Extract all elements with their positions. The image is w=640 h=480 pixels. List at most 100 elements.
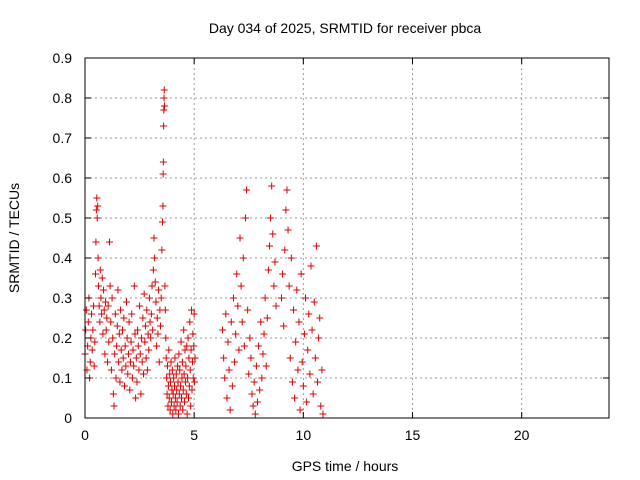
data-point <box>172 406 180 414</box>
data-point <box>119 354 127 362</box>
x-tick-label: 20 <box>514 427 530 443</box>
data-point <box>138 358 146 366</box>
data-point <box>224 338 232 346</box>
data-point <box>100 306 108 314</box>
data-point <box>191 378 199 386</box>
data-point <box>284 226 292 234</box>
data-point <box>132 354 140 362</box>
data-point <box>176 366 184 374</box>
data-point <box>92 206 100 214</box>
data-point <box>127 338 135 346</box>
data-point <box>171 394 179 402</box>
data-point <box>146 318 154 326</box>
data-point <box>143 366 151 374</box>
data-point <box>149 266 157 274</box>
data-point <box>182 362 190 370</box>
data-point <box>189 374 197 382</box>
data-point <box>179 386 187 394</box>
data-point <box>105 338 113 346</box>
data-point <box>258 374 266 382</box>
data-point <box>298 358 306 366</box>
data-point <box>188 386 196 394</box>
data-point <box>165 346 173 354</box>
data-point <box>125 318 133 326</box>
data-point <box>140 370 148 378</box>
data-point <box>164 362 172 370</box>
data-point <box>299 382 307 390</box>
data-point <box>155 286 163 294</box>
data-point <box>117 306 125 314</box>
data-point <box>269 230 277 238</box>
data-point <box>229 294 237 302</box>
data-point <box>236 234 244 242</box>
data-point <box>150 234 158 242</box>
data-point <box>140 290 148 298</box>
data-point <box>109 390 117 398</box>
data-point <box>119 326 127 334</box>
chart-title: Day 034 of 2025, SRMTID for receiver pbc… <box>209 20 482 36</box>
data-point <box>104 302 112 310</box>
data-point <box>166 370 174 378</box>
data-point <box>187 402 195 410</box>
data-point <box>135 366 143 374</box>
y-tick-label: 0.5 <box>53 210 73 226</box>
data-point <box>91 270 99 278</box>
data-point <box>153 342 161 350</box>
data-point <box>136 350 144 358</box>
data-point <box>164 382 172 390</box>
data-point <box>186 318 194 326</box>
data-point <box>294 366 302 374</box>
data-point <box>116 378 124 386</box>
data-point <box>167 358 175 366</box>
data-point <box>188 358 196 366</box>
data-point <box>82 306 90 314</box>
data-point <box>295 318 303 326</box>
data-point <box>227 318 235 326</box>
data-point <box>189 330 197 338</box>
data-point <box>296 406 304 414</box>
data-point <box>183 342 191 350</box>
data-point <box>175 390 183 398</box>
data-point <box>130 362 138 370</box>
data-point <box>122 298 130 306</box>
data-point <box>174 378 182 386</box>
data-point <box>160 102 168 110</box>
data-point <box>107 366 115 374</box>
y-tick-label: 0.4 <box>53 250 73 266</box>
data-point <box>188 306 196 314</box>
data-point <box>187 346 195 354</box>
data-point <box>132 394 140 402</box>
data-point <box>314 378 322 386</box>
data-point <box>234 302 242 310</box>
data-point <box>316 314 324 322</box>
data-point <box>93 214 101 222</box>
data-point <box>174 362 182 370</box>
data-point <box>124 350 132 358</box>
data-point <box>134 326 142 334</box>
data-point <box>107 318 115 326</box>
data-point <box>286 354 294 362</box>
data-point <box>308 326 316 334</box>
data-point <box>249 402 257 410</box>
data-point <box>162 334 170 342</box>
data-point <box>305 310 313 318</box>
data-point <box>239 254 247 262</box>
data-point <box>263 314 271 322</box>
data-point <box>152 298 160 306</box>
data-point <box>117 346 125 354</box>
data-point <box>171 354 179 362</box>
data-point <box>283 186 291 194</box>
data-point <box>121 342 129 350</box>
data-point <box>190 342 198 350</box>
data-point <box>103 314 111 322</box>
data-point <box>259 350 267 358</box>
data-point <box>97 294 105 302</box>
data-point <box>232 330 240 338</box>
data-point <box>109 334 117 342</box>
data-point <box>176 402 184 410</box>
data-point <box>291 394 299 402</box>
data-point <box>165 394 173 402</box>
data-point <box>113 342 121 350</box>
data-point <box>292 338 300 346</box>
